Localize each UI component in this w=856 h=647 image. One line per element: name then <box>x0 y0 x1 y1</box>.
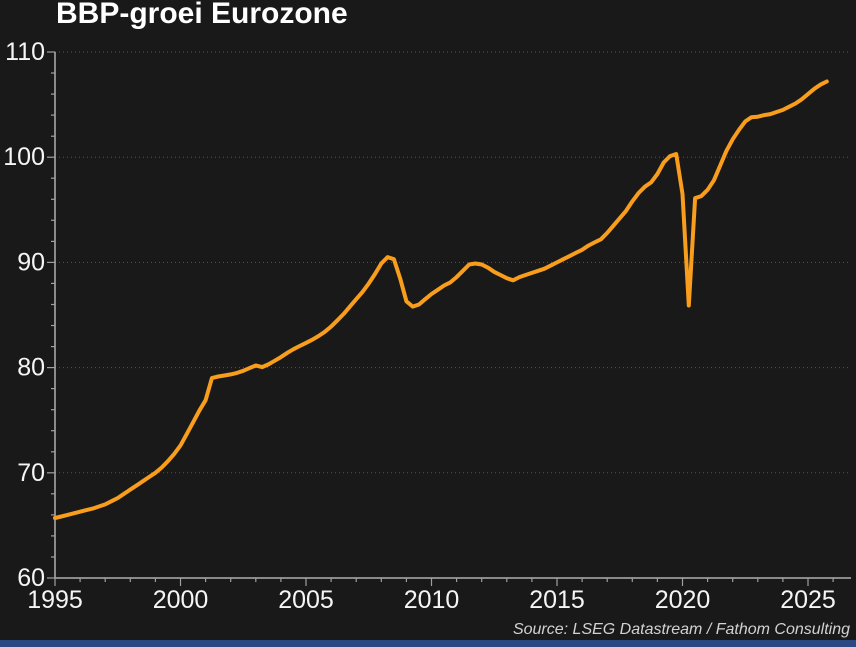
y-tick-label-80: 80 <box>17 354 45 382</box>
y-tick-label-70: 70 <box>17 459 45 487</box>
axes <box>54 52 851 579</box>
y-tick-label-60: 60 <box>17 564 45 592</box>
x-tick-label-1995: 1995 <box>27 586 83 614</box>
y-tick-label-90: 90 <box>17 248 45 276</box>
gdp-line-series <box>53 79 829 520</box>
y-tick-label-100: 100 <box>3 143 45 171</box>
x-tick-label-2025: 2025 <box>780 586 836 614</box>
x-tick-label-2005: 2005 <box>278 586 334 614</box>
axis-ticks <box>47 51 834 586</box>
y-tick-label-110: 110 <box>5 38 45 66</box>
source-credit: Source: LSEG Datastream / Fathom Consult… <box>512 621 850 638</box>
chart-title: BBP-groei Eurozone <box>56 0 348 30</box>
x-tick-label-2015: 2015 <box>529 586 585 614</box>
x-tick-label-2010: 2010 <box>404 586 460 614</box>
tick-labels: 1995 2000 2005 2010 2015 2020 2025 60 70 80 90 100 1… <box>3 38 836 614</box>
x-tick-label-2020: 2020 <box>655 586 711 614</box>
x-tick-label-2000: 2000 <box>153 586 209 614</box>
bottom-accent-bar <box>0 640 856 647</box>
gridlines <box>55 51 848 474</box>
